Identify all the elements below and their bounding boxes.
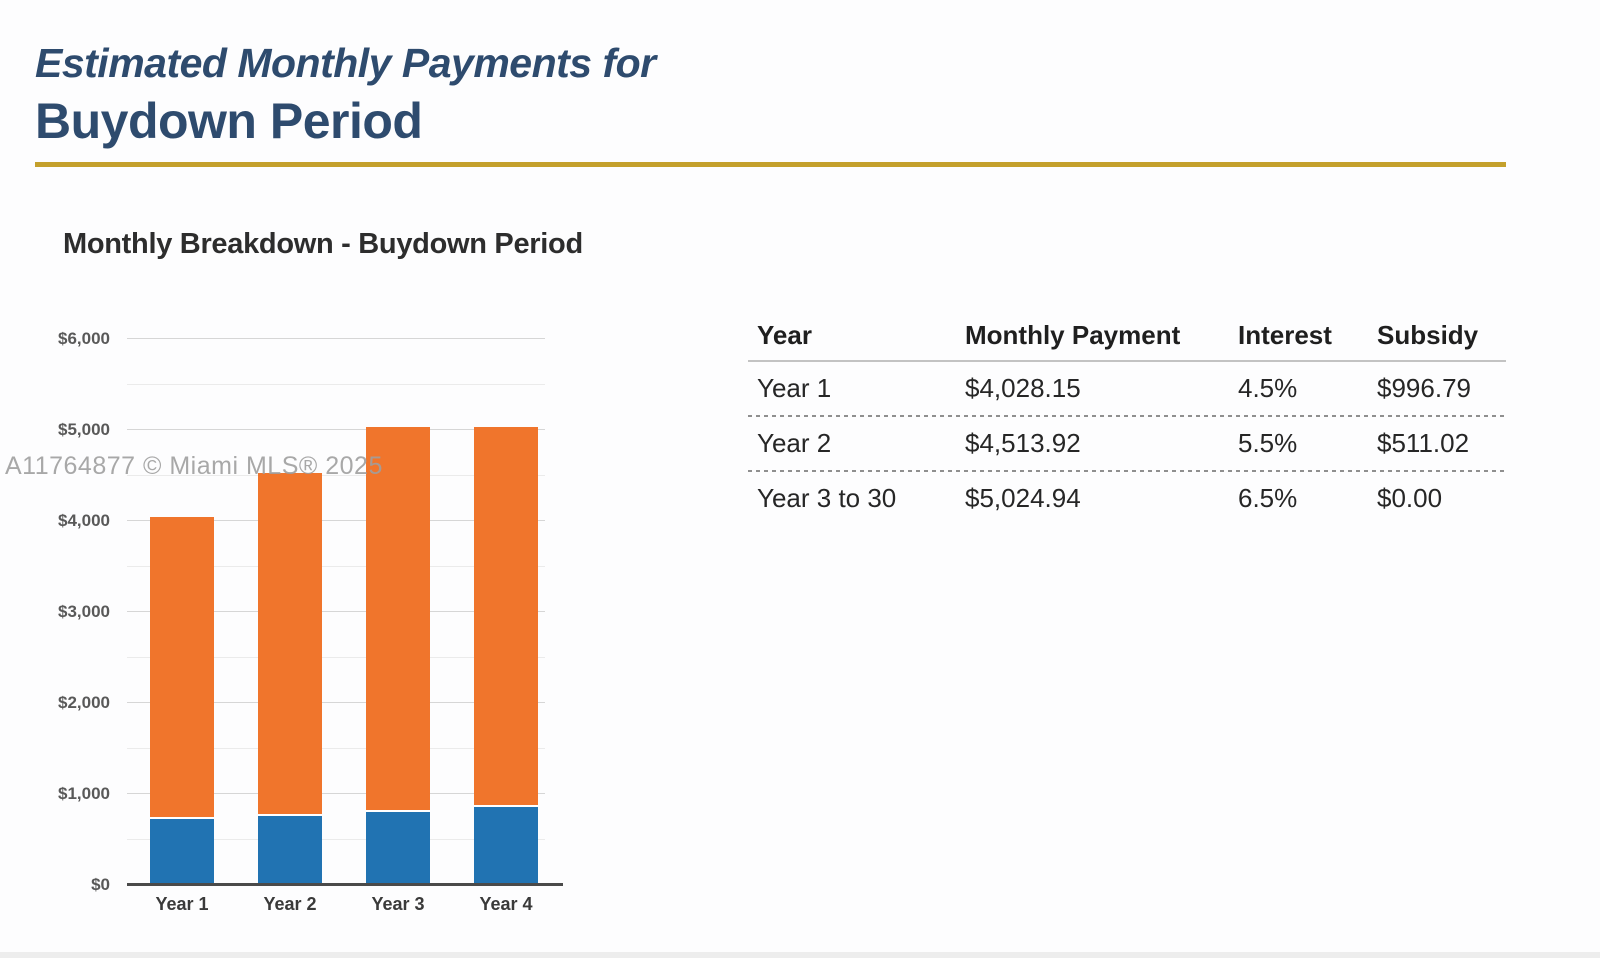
page-bottom-edge bbox=[0, 952, 1600, 958]
table-row: Year 1 $4,028.15 4.5% $996.79 bbox=[748, 362, 1506, 415]
y-axis-tick-label: $1,000 bbox=[58, 784, 110, 803]
table-header-cell: Subsidy bbox=[1377, 319, 1479, 350]
table-header-separator bbox=[748, 360, 1506, 362]
bar-segment-blue bbox=[150, 816, 214, 884]
bar-segment-orange bbox=[474, 426, 538, 805]
bar-year-4 bbox=[474, 426, 538, 884]
minor-gridline bbox=[127, 474, 545, 476]
table-cell: Year 2 bbox=[757, 428, 832, 458]
x-axis-category-label: Year 1 bbox=[155, 894, 209, 914]
table-row: Year 2 $4,513.92 5.5% $511.02 bbox=[748, 417, 1506, 470]
bar-segment-blue bbox=[474, 804, 538, 884]
bar-year-1 bbox=[150, 517, 214, 884]
table-cell: 6.5% bbox=[1238, 483, 1298, 513]
minor-gridline bbox=[127, 656, 545, 658]
page-title-line1: Estimated Monthly Payments for bbox=[35, 40, 656, 86]
major-gridline bbox=[127, 702, 545, 703]
minor-gridline bbox=[127, 383, 545, 385]
y-axis-tick-label: $6,000 bbox=[58, 329, 110, 348]
table-header-row: Year Monthly Payment Interest Subsidy bbox=[748, 310, 1506, 360]
major-gridline bbox=[127, 429, 545, 430]
table-row: Year 3 to 30 $5,024.94 6.5% $0.00 bbox=[748, 472, 1506, 525]
y-axis-tick-label: $2,000 bbox=[58, 693, 110, 712]
table-cell: $5,024.94 bbox=[965, 483, 1081, 513]
mls-watermark: A11764877 © Miami MLS® 2025 bbox=[5, 452, 383, 480]
minor-gridline bbox=[127, 838, 545, 840]
payments-table: Year Monthly Payment Interest Subsidy Year 1… bbox=[748, 310, 1506, 525]
table-cell: $4,028.15 bbox=[965, 373, 1081, 403]
table-cell: Year 1 bbox=[757, 373, 832, 403]
chart-title: Monthly Breakdown - Buydown Period bbox=[63, 228, 583, 260]
major-gridline bbox=[127, 793, 545, 794]
x-axis-category-label: Year 3 bbox=[371, 894, 425, 914]
table-header-cell: Year bbox=[757, 319, 812, 350]
bar-segment-blue bbox=[366, 809, 430, 884]
gold-divider-rule bbox=[35, 162, 1506, 167]
y-axis-tick-label: $5,000 bbox=[58, 420, 110, 439]
minor-gridline bbox=[127, 747, 545, 749]
table-cell: Year 3 to 30 bbox=[757, 483, 897, 513]
table-header-cell: Interest bbox=[1238, 319, 1332, 350]
bar-segment-orange bbox=[150, 517, 214, 817]
bar-segment-blue bbox=[258, 813, 322, 884]
x-axis-line bbox=[127, 883, 563, 886]
table-cell: $0.00 bbox=[1377, 483, 1443, 513]
table-row-dashed-separator bbox=[748, 470, 1506, 472]
x-axis-category-label: Year 4 bbox=[479, 894, 533, 914]
bar-year-2 bbox=[258, 473, 322, 884]
major-gridline bbox=[127, 520, 545, 521]
major-gridline bbox=[127, 338, 545, 339]
table-row-dashed-separator bbox=[748, 415, 1506, 417]
minor-gridline bbox=[127, 565, 545, 567]
major-gridline bbox=[127, 611, 545, 612]
page-title-line2: Buydown Period bbox=[35, 93, 423, 149]
bar-segment-orange bbox=[366, 426, 430, 810]
table-cell: $996.79 bbox=[1377, 373, 1471, 403]
y-axis-tick-label: $0 bbox=[91, 875, 110, 894]
table-cell: $511.02 bbox=[1377, 428, 1470, 458]
table-cell: 5.5% bbox=[1238, 428, 1298, 458]
table-cell: 4.5% bbox=[1238, 373, 1298, 403]
y-axis-tick-label: $4,000 bbox=[58, 511, 110, 530]
table-cell: $4,513.92 bbox=[965, 428, 1081, 458]
y-axis-tick-label: $3,000 bbox=[58, 602, 110, 621]
bar-segment-orange bbox=[258, 473, 322, 814]
bar-year-3 bbox=[366, 426, 430, 884]
x-axis-category-label: Year 2 bbox=[263, 894, 317, 914]
table-header-cell: Monthly Payment bbox=[965, 319, 1181, 350]
